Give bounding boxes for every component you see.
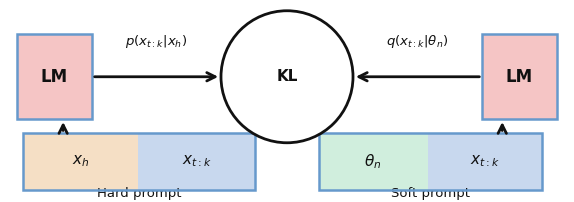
FancyBboxPatch shape (482, 34, 557, 119)
Text: $x_{t:k}$: $x_{t:k}$ (470, 154, 500, 169)
Text: $x_{t:k}$: $x_{t:k}$ (181, 154, 212, 169)
Text: Hard prompt: Hard prompt (97, 187, 181, 200)
FancyBboxPatch shape (319, 133, 428, 190)
FancyBboxPatch shape (138, 133, 255, 190)
Text: $x_h$: $x_h$ (72, 154, 89, 169)
Text: LM: LM (41, 68, 68, 86)
Text: Soft prompt: Soft prompt (391, 187, 470, 200)
Text: $p(x_{t:k}|x_h)$: $p(x_{t:k}|x_h)$ (125, 34, 188, 50)
FancyBboxPatch shape (17, 34, 92, 119)
Text: $\theta_n$: $\theta_n$ (364, 152, 382, 171)
FancyBboxPatch shape (23, 133, 138, 190)
Ellipse shape (221, 11, 353, 143)
Text: $q(x_{t:k}|\theta_n)$: $q(x_{t:k}|\theta_n)$ (386, 34, 449, 50)
Text: LM: LM (506, 68, 533, 86)
FancyBboxPatch shape (428, 133, 542, 190)
Text: KL: KL (276, 69, 298, 84)
